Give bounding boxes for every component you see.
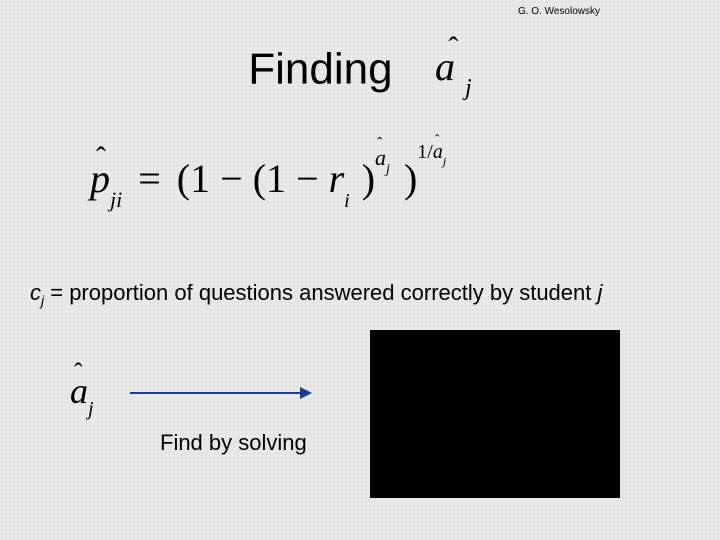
title-a-hat-symbol: ˆ a j (435, 43, 472, 96)
main-formula: ˆ p ji = (1 − (1 − ri )ˆaj )1/ˆaj (90, 155, 446, 207)
solve-label: Find by solving (160, 430, 307, 456)
lparen: ( (253, 156, 266, 201)
minus: − (296, 156, 319, 201)
exponent-a-hat-j: ˆaj (375, 145, 390, 175)
arrow-icon (130, 392, 310, 394)
p-hat: ˆ p (90, 155, 110, 202)
sub-ji: ji (110, 187, 122, 212)
hat-glyph: ˆ (435, 133, 440, 149)
one: 1 (190, 156, 210, 201)
j-glyph: j (598, 280, 603, 305)
r-glyph: r (329, 156, 345, 201)
rparen: ) (404, 156, 417, 201)
hat-glyph: ˆ (377, 135, 382, 153)
author-label: G. O. Wesolowsky (518, 6, 600, 17)
sub-i: i (344, 190, 350, 212)
a-hat-inline: ˆa (433, 141, 443, 164)
hat-glyph: ˆ (96, 141, 106, 175)
hat-glyph: ˆ (448, 31, 458, 65)
black-box (370, 330, 620, 498)
definition-line: c j = proportion of questions answered co… (30, 280, 602, 308)
one: 1 (266, 156, 286, 201)
sub-j: j (88, 398, 94, 420)
definition-text: = proportion of questions answered corre… (44, 280, 597, 305)
one-slash: 1/ (417, 141, 433, 163)
minus: − (220, 156, 243, 201)
lparen: ( (177, 156, 190, 201)
title-word: Finding (248, 44, 392, 93)
c-glyph: c (30, 280, 41, 305)
slide-title: Finding ˆ a j (0, 42, 720, 96)
equals: = (138, 156, 161, 201)
sub-j: j (443, 154, 446, 168)
a-hat-standalone: ˆ aj (70, 370, 94, 417)
hat-glyph: ˆ (74, 358, 83, 388)
rparen: ) (362, 156, 375, 201)
sub-j: j (386, 162, 390, 177)
exponent-one-over-ahat: 1/ˆaj (417, 141, 446, 167)
sub-j: j (465, 75, 472, 101)
